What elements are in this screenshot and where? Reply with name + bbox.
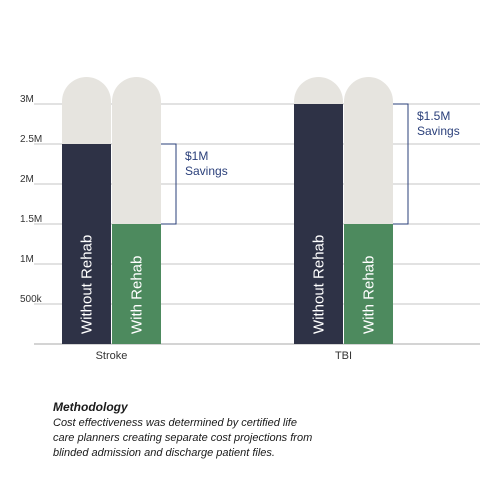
methodology-line-1: Cost effectiveness was determined by cer…: [53, 417, 297, 429]
savings-bracket: [161, 143, 177, 225]
category-label: TBI: [335, 350, 352, 362]
savings-annotation: Savings: [185, 164, 228, 178]
savings-bracket: [393, 103, 409, 225]
y-tick-label: 1M: [20, 254, 34, 265]
y-tick-label: 3M: [20, 94, 34, 105]
category-label: Stroke: [96, 350, 128, 362]
cost-savings-chart: 500k 1M 1.5M 2M 2.5M 3M Without Rehab With Reha…: [20, 77, 480, 362]
methodology-line-2: care planners creating separate cost pro…: [53, 432, 313, 444]
methodology-note: Methodology Cost effectiveness was deter…: [53, 400, 383, 461]
bar: [62, 144, 111, 344]
methodology-line-3: blinded admission and discharge patient …: [53, 447, 275, 459]
y-tick-label: 1.5M: [20, 214, 42, 225]
bar-series-label: Without Rehab: [79, 235, 96, 334]
bar: [294, 104, 343, 344]
savings-annotation: $1M: [185, 149, 208, 163]
y-tick-label: 2.5M: [20, 134, 42, 145]
bar: [112, 224, 161, 344]
y-tick-label: 500k: [20, 294, 43, 305]
bar-series-label: With Rehab: [361, 256, 378, 334]
bar-series-label: With Rehab: [129, 256, 146, 334]
bar-series-label: Without Rehab: [311, 235, 328, 334]
savings-annotation: $1.5M: [417, 109, 450, 123]
bar: [344, 224, 393, 344]
methodology-title: Methodology: [53, 400, 128, 414]
y-tick-label: 2M: [20, 174, 34, 185]
savings-annotation: Savings: [417, 124, 460, 138]
